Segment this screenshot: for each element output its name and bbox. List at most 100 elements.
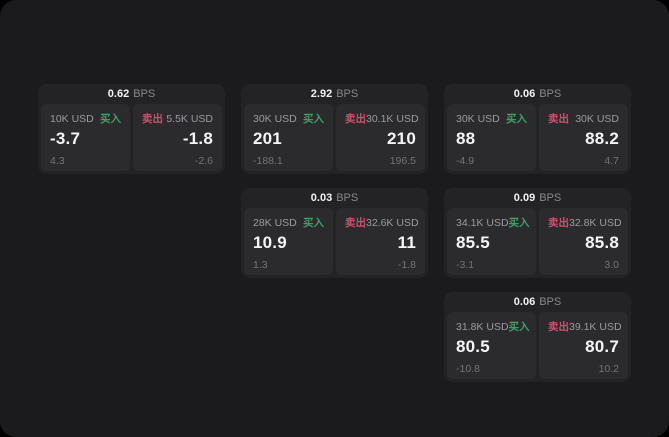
card-body: 34.1K USD 买入 85.5 -3.1 卖出 32.8K USD 85.8…	[444, 208, 631, 278]
buy-quote-panel[interactable]: 30K USD 买入 201 -188.1	[244, 104, 333, 171]
bps-value: 0.62	[107, 88, 130, 100]
buy-side-label: 买入	[508, 217, 530, 229]
bps-value: 0.06	[513, 296, 536, 308]
card-header: 0.09 BPS	[444, 188, 631, 208]
bps-unit-label: BPS	[336, 192, 359, 204]
sell-quote-panel[interactable]: 卖出 30K USD 88.2 4.7	[539, 104, 628, 171]
buy-amount-label: 28K USD	[253, 216, 297, 229]
buy-side-label: 买入	[303, 217, 324, 229]
buy-quote-panel[interactable]: 28K USD 买入 10.9 1.3	[244, 208, 333, 275]
buy-delta-value: -4.9	[456, 154, 475, 167]
sell-delta-value: -2.6	[194, 154, 213, 167]
buy-delta-value: 4.3	[50, 154, 65, 167]
sell-amount-label: 30K USD	[575, 112, 619, 125]
sell-side-label: 卖出	[548, 321, 569, 333]
bps-value: 0.06	[513, 88, 536, 100]
buy-quote-panel[interactable]: 34.1K USD 买入 85.5 -3.1	[447, 208, 536, 275]
quote-card: 2.92 BPS 30K USD 买入 201 -188.1 卖出 30.1K …	[241, 84, 428, 174]
sell-side-label: 卖出	[345, 113, 366, 125]
buy-delta-value: -10.8	[456, 362, 480, 375]
sell-amount-label: 5.5K USD	[166, 112, 213, 125]
sell-panel-header: 卖出 32.8K USD	[548, 215, 622, 230]
buy-delta-value: -188.1	[253, 154, 283, 167]
buy-price-value: 80.5	[456, 337, 490, 356]
buy-side-label: 买入	[506, 113, 527, 125]
card-body: 10K USD 买入 -3.7 4.3 卖出 5.5K USD -1.8 -2.…	[38, 104, 225, 174]
quote-card: 0.03 BPS 28K USD 买入 10.9 1.3 卖出 32.6K US…	[241, 188, 428, 278]
bps-value: 2.92	[310, 88, 333, 100]
buy-panel-header: 30K USD 买入	[456, 111, 527, 126]
bps-unit-label: BPS	[539, 88, 562, 100]
buy-price-value: 85.5	[456, 233, 490, 252]
sell-amount-label: 30.1K USD	[366, 112, 419, 125]
buy-panel-header: 31.8K USD 买入	[456, 319, 530, 334]
sell-amount-label: 32.8K USD	[569, 216, 622, 229]
buy-price-value: 201	[253, 129, 282, 148]
card-body: 30K USD 买入 201 -188.1 卖出 30.1K USD 210 1…	[241, 104, 428, 174]
sell-delta-value: 10.2	[598, 362, 619, 375]
sell-delta-value: 3.0	[604, 258, 619, 271]
sell-price-value: 210	[387, 129, 416, 148]
sell-amount-label: 32.6K USD	[366, 216, 419, 229]
sell-delta-value: 196.5	[389, 154, 416, 167]
sell-price-value: -1.8	[182, 129, 213, 148]
buy-amount-label: 30K USD	[456, 112, 500, 125]
buy-price-value: 10.9	[253, 233, 287, 252]
sell-panel-header: 卖出 30K USD	[548, 111, 619, 126]
quote-card: 0.62 BPS 10K USD 买入 -3.7 4.3 卖出 5.5K USD	[38, 84, 225, 174]
sell-amount-label: 39.1K USD	[569, 320, 622, 333]
buy-amount-label: 31.8K USD	[456, 320, 509, 333]
buy-panel-header: 34.1K USD 买入	[456, 215, 530, 230]
sell-side-label: 卖出	[142, 113, 163, 125]
card-body: 28K USD 买入 10.9 1.3 卖出 32.6K USD 11 -1.8	[241, 208, 428, 278]
sell-delta-value: 4.7	[604, 154, 619, 167]
sell-panel-header: 卖出 5.5K USD	[142, 111, 213, 126]
sell-side-label: 卖出	[345, 217, 366, 229]
sell-quote-panel[interactable]: 卖出 39.1K USD 80.7 10.2	[539, 312, 628, 379]
sell-quote-panel[interactable]: 卖出 5.5K USD -1.8 -2.6	[133, 104, 222, 171]
buy-delta-value: -3.1	[456, 258, 475, 271]
buy-panel-header: 30K USD 买入	[253, 111, 324, 126]
sell-panel-header: 卖出 39.1K USD	[548, 319, 622, 334]
card-body: 30K USD 买入 88 -4.9 卖出 30K USD 88.2 4.7	[444, 104, 631, 174]
sell-side-label: 卖出	[548, 113, 569, 125]
buy-side-label: 买入	[508, 321, 530, 333]
sell-panel-header: 卖出 32.6K USD	[345, 215, 419, 230]
buy-quote-panel[interactable]: 30K USD 买入 88 -4.9	[447, 104, 536, 171]
buy-price-value: 88	[456, 129, 476, 148]
buy-side-label: 买入	[303, 113, 324, 125]
card-header: 0.06 BPS	[444, 292, 631, 312]
quote-card: 0.06 BPS 31.8K USD 买入 80.5 -10.8 卖出 39.1…	[444, 292, 631, 382]
card-header: 2.92 BPS	[241, 84, 428, 104]
sell-quote-panel[interactable]: 卖出 32.6K USD 11 -1.8	[336, 208, 425, 275]
buy-side-label: 买入	[100, 113, 121, 125]
card-body: 31.8K USD 买入 80.5 -10.8 卖出 39.1K USD 80.…	[444, 312, 631, 382]
buy-delta-value: 1.3	[253, 258, 268, 271]
card-header: 0.06 BPS	[444, 84, 631, 104]
sell-price-value: 11	[397, 233, 416, 252]
sell-quote-panel[interactable]: 卖出 30.1K USD 210 196.5	[336, 104, 425, 171]
buy-panel-header: 10K USD 买入	[50, 111, 121, 126]
buy-panel-header: 28K USD 买入	[253, 215, 324, 230]
sell-delta-value: -1.8	[397, 258, 416, 271]
bps-value: 0.03	[310, 192, 333, 204]
buy-amount-label: 34.1K USD	[456, 216, 509, 229]
sell-side-label: 卖出	[548, 217, 569, 229]
card-header: 0.03 BPS	[241, 188, 428, 208]
sell-price-value: 88.2	[585, 129, 619, 148]
buy-quote-panel[interactable]: 10K USD 买入 -3.7 4.3	[41, 104, 130, 171]
buy-amount-label: 30K USD	[253, 112, 297, 125]
bps-unit-label: BPS	[539, 192, 562, 204]
quote-card: 0.09 BPS 34.1K USD 买入 85.5 -3.1 卖出 32.8K…	[444, 188, 631, 278]
sell-price-value: 85.8	[585, 233, 619, 252]
buy-amount-label: 10K USD	[50, 112, 94, 125]
buy-quote-panel[interactable]: 31.8K USD 买入 80.5 -10.8	[447, 312, 536, 379]
sell-panel-header: 卖出 30.1K USD	[345, 111, 419, 126]
card-header: 0.62 BPS	[38, 84, 225, 104]
buy-price-value: -3.7	[50, 129, 81, 148]
sell-price-value: 80.7	[585, 337, 619, 356]
quote-card-grid: 0.62 BPS 10K USD 买入 -3.7 4.3 卖出 5.5K USD	[38, 84, 631, 382]
sell-quote-panel[interactable]: 卖出 32.8K USD 85.8 3.0	[539, 208, 628, 275]
bps-value: 0.09	[513, 192, 536, 204]
